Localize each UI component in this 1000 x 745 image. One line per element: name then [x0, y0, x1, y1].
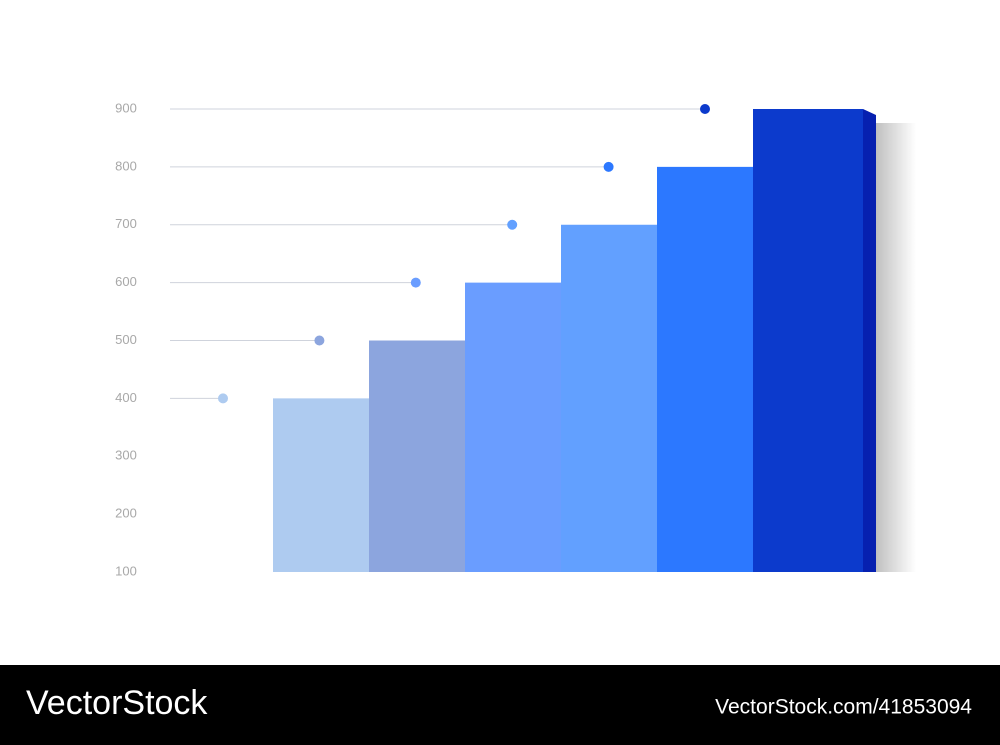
y-tick-label: 100 — [115, 563, 137, 578]
y-tick-label: 400 — [115, 390, 137, 405]
plot-area: 100 200 300 400 500 600 700 800 900 — [115, 100, 916, 578]
guide-dot — [700, 104, 710, 114]
y-tick-label: 900 — [115, 100, 137, 115]
bar — [561, 224, 671, 572]
y-tick-label: 200 — [115, 506, 137, 521]
guide-dot — [410, 277, 421, 288]
bar — [273, 398, 383, 572]
watermark-brand: VectorStock — [26, 684, 208, 722]
guide-dot — [314, 335, 325, 346]
bar — [753, 109, 863, 572]
watermark-band — [0, 665, 1000, 745]
guide-dot — [507, 219, 518, 230]
guide-dot — [603, 161, 614, 172]
watermark-id: VectorStock.com/41853094 — [715, 696, 972, 719]
y-tick-label: 800 — [115, 158, 137, 173]
y-tick-label: 500 — [115, 332, 137, 347]
bar — [465, 282, 575, 572]
y-tick-label: 300 — [115, 448, 137, 463]
y-tick-label: 700 — [115, 216, 137, 231]
bar — [657, 166, 767, 572]
y-tick-label: 600 — [115, 274, 137, 289]
guide-dot — [218, 393, 228, 404]
bar-shadow — [876, 123, 916, 572]
bar — [369, 340, 479, 572]
bar-side — [863, 109, 876, 572]
